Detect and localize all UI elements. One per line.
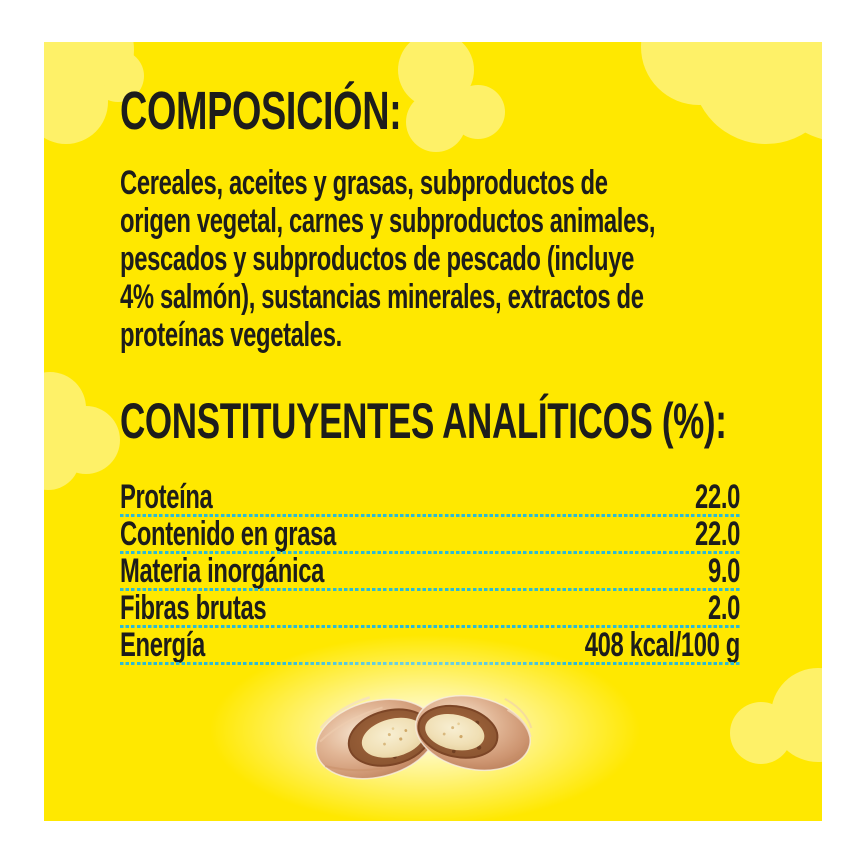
ingredients-line: origen vegetal, carnes y subproductos an… [120,202,656,240]
composition-title: COMPOSICIÓN: [120,81,402,141]
constituent-value: 22.0 [695,478,740,516]
analytical-constituents-title: CONSTITUYENTES ANALÍTICOS (%): [120,393,727,449]
constituent-name: Proteína [120,478,213,516]
analytical-constituents-table: Proteína 22.0 Contenido en grasa 22.0 Ma… [120,480,740,665]
constituent-value: 2.0 [707,589,740,627]
table-row: Energía 408 kcal/100 g [120,628,740,665]
constituent-value: 22.0 [695,515,740,553]
table-row: Fibras brutas 2.0 [120,591,740,628]
ingredients-line: 4% salmón), sustancias minerales, extrac… [120,278,644,316]
dashed-divider [120,625,740,628]
table-row: Proteína 22.0 [120,480,740,517]
ingredients-paragraph: Cereales, aceites y grasas, subproductos… [120,164,740,354]
dashed-divider [120,588,740,591]
ingredients-line: Cereales, aceites y grasas, subproductos… [120,164,608,202]
treat-cross-section-image [315,695,533,780]
constituent-value: 9.0 [707,552,740,590]
constituent-name: Fibras brutas [120,589,267,627]
constituent-value: 408 kcal/100 g [584,626,741,664]
constituent-name: Materia inorgánica [120,552,324,590]
constituent-name: Energía [120,626,205,664]
table-row: Contenido en grasa 22.0 [120,517,740,554]
ingredients-line: pescados y subproductos de pescado (incl… [120,240,634,278]
yellow-label-panel: COMPOSICIÓN: Cereales, aceites y grasas,… [44,42,822,821]
dashed-divider [120,551,740,554]
dashed-divider [120,662,740,665]
constituent-name: Contenido en grasa [120,515,336,553]
ingredients-line: proteínas vegetales. [120,316,342,354]
dashed-divider [120,514,740,517]
table-row: Materia inorgánica 9.0 [120,554,740,591]
